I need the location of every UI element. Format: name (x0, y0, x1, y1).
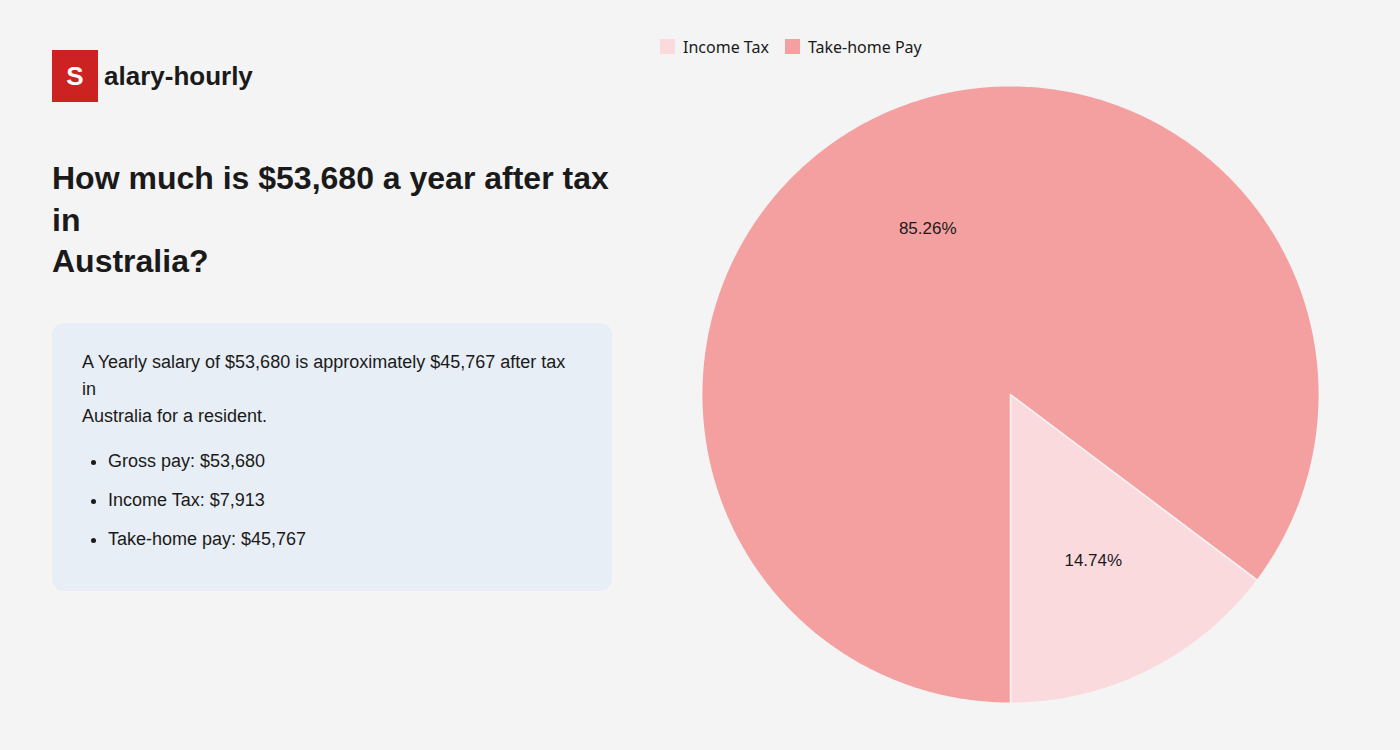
html-text:Income Tax: Income Tax (683, 35, 769, 58)
svg-text:85.26%: 85.26% (899, 219, 957, 238)
html-text:How much is $53,680 a year aft: How much is $53,680 a year after tax in … (52, 160, 609, 280)
html-text:S: S (66, 60, 84, 91)
html-text:Take-home Pay: Take-home Pay (807, 35, 922, 58)
svg-text:14.74%: 14.74% (1064, 551, 1122, 570)
html-text:alary-hourly: alary-hourly (104, 60, 253, 91)
html-text:Take-home pay: $45,767: Take-home pay: $45,767 (108, 528, 307, 549)
html-text:Gross pay: $53,680: Gross pay: $53,680 (108, 450, 266, 471)
html-text:Income Tax: $7,913: Income Tax: $7,913 (108, 489, 265, 510)
html-text:A Yearly salary of $53,680 is: A Yearly salary of $53,680 is approximat… (82, 351, 566, 426)
